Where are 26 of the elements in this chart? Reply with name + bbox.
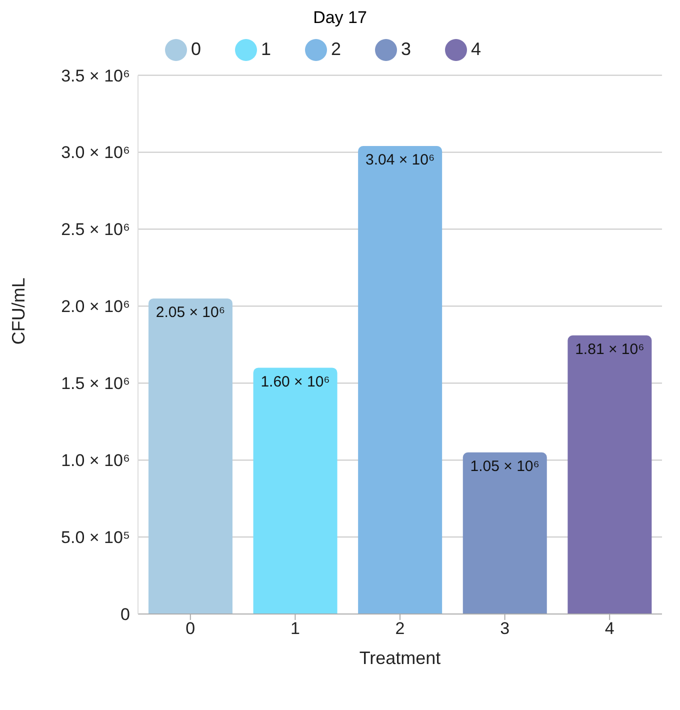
- data-label: 1.05 × 10⁶: [470, 458, 540, 476]
- y-tick-label: 3.5 × 10⁶: [61, 66, 130, 86]
- x-tick-label: 4: [604, 619, 614, 638]
- legend-label: 1: [260, 39, 271, 59]
- data-label: 1.60 × 10⁶: [260, 373, 330, 390]
- y-tick-label: 2.0 × 10⁶: [61, 297, 130, 316]
- y-tick-label: 1.5 × 10⁶: [61, 374, 130, 394]
- legend-label: 3: [401, 39, 412, 59]
- y-tick-label: 5.0 × 10⁵: [61, 528, 130, 548]
- x-tick-label: 3: [500, 619, 510, 638]
- x-axis-title: Treatment: [359, 648, 441, 668]
- data-label: 2.05 × 10⁶: [156, 304, 226, 322]
- y-tick-label: 2.5 × 10⁶: [61, 220, 130, 240]
- x-tick-label: 0: [186, 619, 196, 638]
- data-label: 3.04 × 10⁶: [366, 152, 435, 169]
- legend-label: 2: [330, 39, 341, 59]
- legend-label: 4: [471, 39, 482, 59]
- chart-title: Day 17: [312, 8, 368, 28]
- data-label: 1.81 × 10⁶: [575, 341, 644, 358]
- x-tick-label: 2: [395, 619, 405, 638]
- x-tick-label: 1: [290, 619, 300, 638]
- y-tick-label: 1.0 × 10⁶: [61, 451, 130, 470]
- y-tick-label: 0: [120, 605, 130, 624]
- y-tick-label: 3.0 × 10⁶: [61, 143, 130, 162]
- legend-label: 0: [190, 39, 201, 59]
- y-axis-title: CFU/mL: [8, 278, 28, 345]
